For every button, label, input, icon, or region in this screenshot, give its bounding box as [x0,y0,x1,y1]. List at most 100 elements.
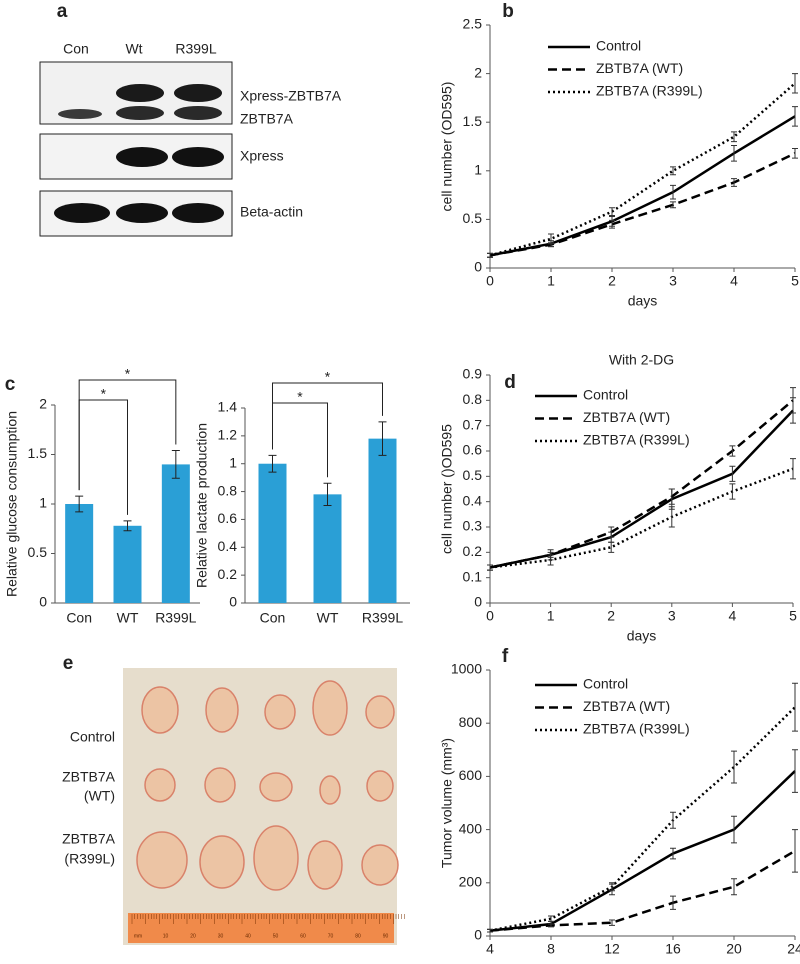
y-axis-label: Relative lactate production [194,423,210,588]
y-tick-label: 0.5 [28,544,48,560]
error-bar [609,219,615,229]
error-bar [729,483,736,500]
series-line [489,770,796,932]
y-tick-label: 0.6 [218,510,238,526]
band-label: ZBTB7A [240,111,294,127]
x-tick-label: Con [66,610,92,626]
x-tick-label: 4 [730,273,738,289]
error-bar [731,145,737,162]
error-bar [608,541,615,553]
y-tick-label: 0.8 [463,391,483,407]
error-bar [268,454,277,473]
panel-label: b [502,1,514,22]
error-bar [731,815,737,844]
y-tick-label: 0.3 [463,518,483,534]
ruler-label: 40 [245,933,251,939]
western-blot: a Con Wt R399L Xpress-ZBTB7A ZBTB7A Xpre… [39,1,342,237]
y-axis-label: cell number (OD595) [439,82,455,212]
significance-bracket [272,382,383,450]
x-tick-label: 2 [608,273,616,289]
y-tick-label: 1.5 [463,113,483,129]
error-bar [731,750,737,784]
band [116,106,164,120]
x-tick-label: 0 [486,273,494,289]
x-tick-label: 1 [547,608,555,624]
ruler-label: 20 [190,933,196,939]
y-tick-label: 0.2 [463,543,483,559]
legend-label: ZBTB7A (R399L) [583,721,690,737]
x-tick-label: 4 [729,608,737,624]
legend-label: Control [583,387,628,403]
error-bar [729,465,736,482]
y-tick-label: 0.8 [218,482,238,498]
panel-label: c [5,374,16,395]
row-label: Control [70,729,115,745]
ruler-label: 90 [383,933,389,939]
error-bar [792,73,798,94]
error-bar [487,928,493,933]
error-bar [171,450,180,479]
error-bar [731,878,737,896]
series-line [489,706,796,932]
row-label: ZBTB7A [62,831,116,847]
error-bar [378,421,387,456]
error-bar [487,564,493,571]
legend-label: Control [583,676,628,692]
ruler-label: mm [134,933,142,939]
x-tick-label: R399L [362,610,403,626]
significance-label: * [297,389,303,405]
bar [368,438,397,603]
tumor-photo: e mm 10 20 30 40 50 60 70 80 90 Control ZBTB7A (W… [62,653,399,945]
series-line [489,115,796,257]
y-tick-label: 0 [39,594,47,610]
y-tick-label: 0.6 [463,442,483,458]
row-label: (R399L) [64,851,115,867]
x-tick-label: Con [260,610,286,626]
bar [258,463,287,603]
series-line [489,409,794,569]
x-axis-label: Days [627,961,659,964]
x-tick-label: 5 [789,608,797,624]
y-tick-label: 400 [459,820,483,836]
x-tick-label: 24 [787,941,800,957]
y-tick-label: 0.9 [463,366,483,382]
x-tick-label: R399L [155,610,196,626]
lane-label: Con [63,41,89,57]
error-bar [548,915,554,922]
lane-label: R399L [175,41,216,57]
y-tick-label: 1 [474,162,482,178]
x-tick-label: 12 [604,941,620,957]
y-tick-label: 0 [229,594,237,610]
x-tick-label: 20 [726,941,742,957]
ruler-label: 30 [218,933,224,939]
error-bar [548,233,554,245]
panel-label: e [63,653,74,674]
x-axis-label: days [628,293,658,309]
x-tick-label: WT [317,610,339,626]
y-tick-label: 0.4 [463,492,483,508]
significance-label: * [325,369,331,385]
error-bar [731,131,737,143]
error-bar [670,895,676,910]
y-tick-label: 0.5 [463,467,483,483]
y-tick-label: 0.5 [463,210,483,226]
error-bar [792,749,798,793]
band [174,106,222,120]
error-bar [608,526,615,538]
error-bar [790,387,796,414]
error-bar [547,554,554,566]
error-bar [792,829,798,873]
x-tick-label: WT [117,610,139,626]
band [172,147,224,167]
x-tick-label: 8 [547,941,555,957]
y-axis-label: Relative glucose consumption [4,411,20,597]
series-line [489,152,796,257]
series-line [489,399,794,569]
y-tick-label: 2 [39,396,47,412]
error-bar [75,495,84,513]
error-bar [670,166,676,176]
bar [65,504,94,603]
series-line [489,82,796,257]
bar [161,464,190,603]
